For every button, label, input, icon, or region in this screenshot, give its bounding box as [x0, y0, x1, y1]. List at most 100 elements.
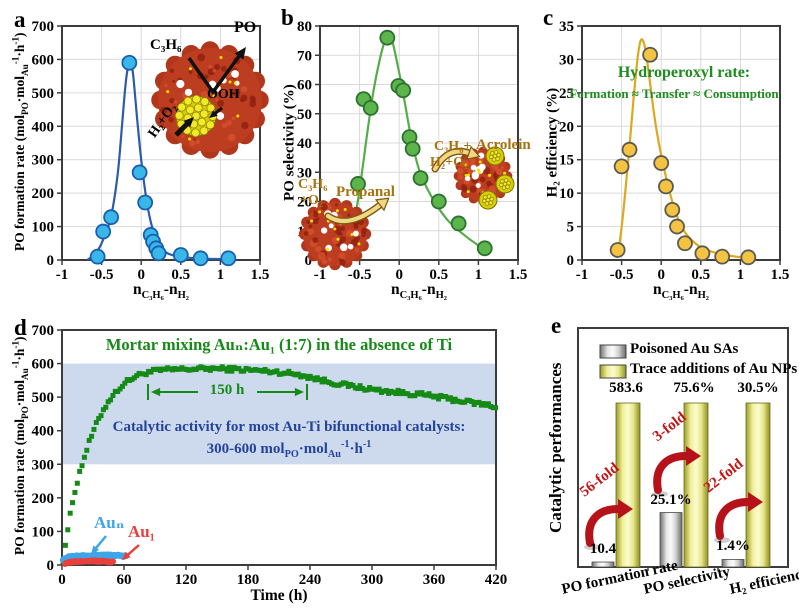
nanoparticle-illustration: [453, 146, 515, 210]
svg-text:200: 200: [32, 186, 55, 202]
series-label-au1: Au₁: [128, 522, 155, 541]
svg-text:1: 1: [737, 267, 745, 283]
svg-text:0.5: 0.5: [691, 267, 710, 283]
panel-letter-b: b: [281, 5, 294, 30]
series-0: [60, 364, 499, 565]
svg-text:400: 400: [32, 119, 55, 135]
svg-text:5: 5: [567, 220, 575, 236]
svg-text:1: 1: [475, 267, 483, 283]
svg-text:100: 100: [32, 220, 55, 236]
bar-value-yellow-1: 583.6: [609, 380, 643, 396]
bar-yellow-2: [745, 402, 771, 568]
bar-gray-1: [659, 512, 683, 568]
svg-text:0: 0: [305, 253, 313, 269]
chart-e: [577, 327, 789, 571]
svg-text:0: 0: [395, 267, 403, 283]
panel-d: 0 60 120 180 240 300 360 420 0 100 200 300 400 500 600…: [6, 312, 562, 615]
svg-text:25: 25: [559, 86, 574, 102]
svg-text:0: 0: [47, 253, 55, 269]
panel-letter-d: d: [14, 315, 27, 340]
svg-text:10: 10: [559, 186, 574, 202]
y-axis-label-c: H₂ efficiency (%): [544, 87, 561, 198]
data-points: [609, 46, 757, 266]
annotation-product1: Propanal: [336, 184, 395, 200]
svg-text:0: 0: [567, 253, 575, 269]
svg-text:70: 70: [297, 48, 312, 64]
inset-label-ooh: OOH: [207, 87, 240, 102]
panel-c: -1 -0.5 0 0.5 1 1.5 0 5 10 15 20 25 30 35 c H₂ effici…: [536, 4, 798, 312]
annotation-reactant1-line2: +O₂: [300, 193, 324, 208]
svg-text:20: 20: [559, 119, 574, 135]
svg-text:-1: -1: [56, 267, 69, 283]
svg-text:1.5: 1.5: [771, 267, 790, 283]
svg-text:700: 700: [32, 19, 55, 35]
y-axis-label-d: PO formation rate (molPO·molAu-1·h-1): [10, 336, 30, 556]
svg-text:0.5: 0.5: [429, 267, 448, 283]
svg-text:300: 300: [32, 457, 55, 473]
bar-yellow-0: [615, 402, 641, 568]
svg-text:1.5: 1.5: [251, 267, 270, 283]
svg-text:20: 20: [297, 195, 312, 211]
svg-text:500: 500: [32, 390, 55, 406]
svg-text:0.5: 0.5: [171, 267, 190, 283]
svg-text:50: 50: [297, 107, 312, 123]
x-axis-label-d: Time (h): [250, 587, 308, 604]
svg-text:-1: -1: [576, 267, 589, 283]
bar-value-gray-3: 1.4%: [716, 538, 750, 554]
bar-value-gray-2: 25.1%: [650, 492, 692, 508]
bar-value-gray-1: 10.4: [589, 541, 617, 557]
series-1: [59, 551, 130, 564]
svg-text:-0.5: -0.5: [348, 267, 372, 283]
svg-text:420: 420: [485, 572, 508, 588]
panel-a: -1 -0.5 0 0.5 1 1.5 0 100 200 300 400 500 600 700 a P…: [6, 4, 270, 312]
x-axis-label-a: nC₃H₆-nH₂: [133, 281, 189, 302]
panel-letter-c: c: [543, 5, 554, 30]
svg-text:100: 100: [32, 524, 55, 540]
panel-b: -1-0.500.511.501020304050607080 b PO sel…: [272, 4, 536, 312]
annotation-hydroperoxyl-detail: Formation ≈ Transfer ≈ Consumption: [569, 86, 779, 101]
annotation-mortar-mixing: Mortar mixing Auₙ:Au₁ (1:7) in the absen…: [105, 335, 453, 354]
series-label-aun: Auₙ: [94, 513, 125, 532]
chart-b: -1-0.500.511.501020304050607080: [297, 19, 527, 283]
svg-text:-0.5: -0.5: [610, 267, 634, 283]
annotation-catalytic-activity-line2: 300-600 molPO·molAu-1·h-1: [206, 439, 372, 460]
nanoparticle-illustration: [298, 197, 372, 271]
svg-text:0: 0: [137, 267, 145, 283]
svg-text:240: 240: [299, 572, 322, 588]
panel-e: e Catalytic performances Poisoned Au SAs…: [540, 312, 799, 615]
svg-text:-1: -1: [314, 267, 327, 283]
annotation-catalytic-activity-line1: Catalytic activity for most Au-Ti bifunc…: [112, 419, 466, 435]
fold-arrow: [584, 499, 633, 550]
legend-swatch-yellow: [599, 364, 627, 379]
svg-text:500: 500: [32, 86, 55, 102]
svg-text:80: 80: [297, 19, 312, 35]
series-2: [62, 557, 117, 567]
axes: -1 -0.5 0 0.5 1 1.5 0 5 10 15 20 25 30 35: [559, 19, 789, 283]
svg-text:400: 400: [32, 424, 55, 440]
svg-text:600: 600: [32, 357, 55, 373]
fold-arrow: [652, 446, 701, 497]
svg-text:15: 15: [559, 153, 574, 169]
data-points: [350, 29, 493, 257]
chart-d: 0 60 120 180 240 300 360 420 0 100 200 300 400 500 600…: [32, 323, 508, 588]
legend-label-trace: Trace additions of Au NPs: [630, 361, 798, 377]
svg-text:0: 0: [58, 572, 66, 588]
annotation-hydroperoxyl-title: Hydroperoxyl rate:: [617, 64, 751, 81]
y-axis-label-e: Catalytic performances: [546, 362, 566, 533]
svg-text:30: 30: [559, 52, 574, 68]
duration-arrow: [91, 384, 308, 560]
bar-gray-2: [721, 559, 745, 568]
svg-text:0: 0: [657, 267, 665, 283]
svg-text:30: 30: [297, 165, 312, 181]
y-axis-label-b: PO selectivity (%): [281, 84, 298, 201]
x-axis-label-c: nC₃H₆-nH₂: [653, 281, 709, 302]
svg-text:700: 700: [32, 323, 55, 339]
svg-text:40: 40: [297, 136, 312, 152]
inset-arrows: [174, 47, 246, 137]
annotation-reactant2-line1: C₃H₆+: [434, 139, 472, 154]
x-axis-label-b: nC₃H₆-nH₂: [391, 281, 447, 302]
svg-text:60: 60: [297, 78, 312, 94]
bar-yellow-1: [683, 402, 709, 568]
bar-gray-0: [591, 561, 615, 568]
